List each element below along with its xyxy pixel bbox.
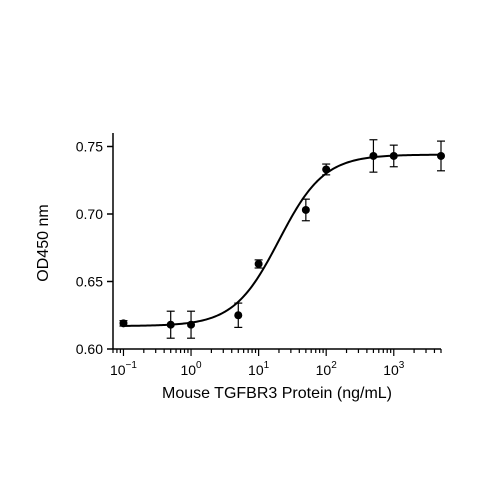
x-tick-label-base: 10 — [180, 362, 196, 378]
x-tick-label-exponent: 0 — [196, 360, 202, 371]
data-point — [437, 151, 445, 160]
data-point — [187, 320, 196, 329]
axes — [112, 133, 441, 350]
x-tick-label-exponent: 1 — [264, 360, 270, 371]
x-tick-label-base: 10 — [316, 362, 332, 378]
data-point — [254, 259, 263, 268]
y-tick-label: 0.65 — [76, 274, 103, 290]
y-ticks: 0.60 0.65 0.70 0.75 — [76, 139, 113, 357]
error-bars — [119, 139, 445, 339]
data-point — [322, 165, 331, 174]
x-tick-label: 100 — [180, 360, 202, 378]
y-tick-label: 0.75 — [76, 139, 103, 155]
data-point — [301, 205, 310, 214]
x-tick-label-exponent: 2 — [331, 360, 337, 371]
x-tick-label-exponent: 3 — [399, 360, 405, 371]
x-tick-label: 102 — [316, 360, 338, 378]
x-tick-label-base: 10 — [383, 362, 399, 378]
data-point — [389, 151, 398, 160]
x-tick-label: 103 — [383, 360, 405, 378]
x-tick-label: 10−1 — [110, 360, 137, 378]
data-point — [234, 311, 243, 320]
data-point — [119, 319, 128, 328]
data-point — [369, 151, 378, 160]
y-tick-label: 0.60 — [76, 341, 103, 357]
fit-curve — [123, 153, 442, 327]
x-tick-label: 101 — [248, 360, 270, 378]
data-point — [166, 320, 175, 329]
x-tick-label-base: 10 — [110, 362, 126, 378]
y-axis-label: OD450 nm — [35, 204, 52, 281]
y-tick-label: 0.70 — [76, 206, 103, 222]
x-tick-label-base: 10 — [248, 362, 264, 378]
x-tick-label-exponent: −1 — [126, 360, 138, 371]
data-points — [119, 151, 445, 329]
x-ticks: 10−1 100 101 102 103 — [110, 349, 442, 378]
x-axis-label: Mouse TGFBR3 Protein (ng/mL) — [162, 385, 392, 402]
